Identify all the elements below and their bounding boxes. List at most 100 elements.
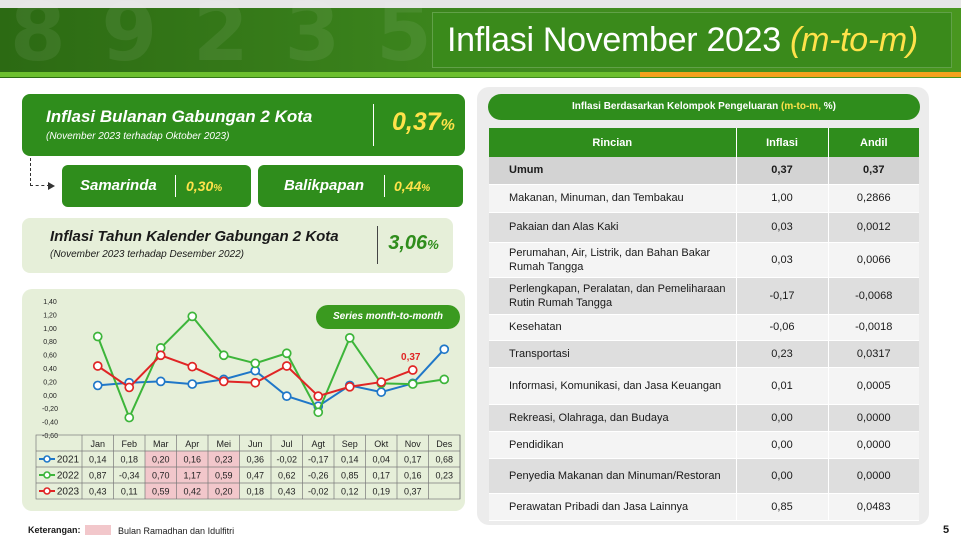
data-value: 0,17 — [404, 455, 422, 465]
row-name: Makanan, Minuman, dan Tembakau — [489, 184, 737, 213]
data-value: 0,20 — [215, 487, 233, 497]
series-point — [250, 377, 261, 388]
data-value: 0,59 — [215, 471, 233, 481]
series-point — [218, 376, 229, 387]
row-inflasi: -0,06 — [736, 314, 829, 341]
row-andil: 0,37 — [828, 157, 919, 185]
series-point — [439, 344, 450, 355]
series-point — [281, 391, 292, 401]
table-title-main: Inflasi Berdasarkan Kelompok Pengeluaran — [572, 101, 781, 112]
header-top-edge — [0, 0, 961, 8]
header-line-orange — [640, 72, 961, 77]
series-point — [344, 332, 355, 343]
data-value: 0,17 — [372, 471, 390, 481]
series-point — [313, 407, 324, 418]
calendar-inflation-card: Inflasi Tahun Kalender Gabungan 2 Kota (… — [22, 218, 453, 273]
calendar-value: 3,06% — [376, 232, 451, 255]
series-point — [407, 365, 418, 375]
series-point — [281, 348, 292, 359]
data-value: 0,59 — [152, 487, 170, 497]
page-number: 5 — [943, 524, 950, 536]
data-value: 0,18 — [120, 455, 138, 465]
x-tick-label: Jan — [90, 439, 105, 449]
data-value: 0,16 — [183, 455, 201, 465]
data-value: 0,42 — [183, 487, 201, 497]
table-row: Perumahan, Air, Listrik, dan Bahan Bakar… — [489, 242, 919, 278]
series-point — [281, 361, 292, 371]
series-point — [124, 382, 135, 393]
data-value: 0,85 — [341, 471, 359, 481]
city-name: Balikpapan — [284, 177, 365, 194]
table-row: Perlengkapan, Peralatan, dan Pemeliharaa… — [489, 277, 919, 315]
row-inflasi: 0,03 — [736, 212, 829, 243]
highlight-cell — [208, 451, 240, 499]
table-row: Transportasi 0,23 0,0317 — [489, 340, 919, 368]
city-value-number: 0,30 — [186, 178, 214, 194]
monthly-value-number: 0,37 — [392, 108, 441, 136]
series-point — [187, 361, 198, 372]
city-card-samarinda: Samarinda 0,30% — [62, 165, 251, 207]
legend-swatch — [85, 525, 111, 535]
row-inflasi: 0,85 — [736, 493, 829, 521]
row-andil: -0,0018 — [828, 314, 919, 341]
row-andil: 0,0066 — [828, 242, 919, 278]
data-value: 0,16 — [404, 471, 422, 481]
row-inflasi: -0,17 — [736, 277, 829, 315]
y-tick-label: 1,00 — [43, 326, 57, 333]
table-header-row: Rincian Inflasi Andil — [489, 128, 919, 157]
data-value: -0,02 — [276, 455, 297, 465]
series-point — [250, 358, 261, 369]
series-point — [92, 380, 103, 391]
y-tick-label: 0,20 — [43, 379, 57, 386]
row-inflasi: 0,00 — [736, 404, 829, 432]
series-point — [313, 391, 324, 401]
calendar-title: Inflasi Tahun Kalender Gabungan 2 Kota — [50, 228, 339, 245]
x-tick-label: Sep — [342, 439, 358, 449]
series-point — [187, 311, 198, 322]
x-tick-label: Apr — [185, 439, 199, 449]
row-name: Kesehatan — [489, 314, 737, 341]
row-name: Pendidikan — [489, 431, 737, 459]
row-inflasi: 0,00 — [736, 431, 829, 459]
x-tick-label: Mei — [216, 439, 231, 449]
row-inflasi: 0,01 — [736, 367, 829, 405]
header-andil: Andil — [828, 128, 919, 157]
header-decoration: 8 9 2 3 5 — [10, 0, 436, 78]
row-andil: 0,2866 — [828, 184, 919, 213]
row-andil: 0,0000 — [828, 404, 919, 432]
series-point — [124, 412, 135, 423]
data-value: 0,62 — [278, 471, 296, 481]
table-title: Inflasi Berdasarkan Kelompok Pengeluaran… — [488, 94, 920, 120]
row-inflasi: 0,03 — [736, 242, 829, 278]
connector-line — [30, 158, 50, 186]
series-point — [376, 387, 387, 397]
header-rincian: Rincian — [489, 128, 737, 157]
row-name: Perlengkapan, Peralatan, dan Pemeliharaa… — [489, 277, 737, 315]
x-tick-label: Des — [436, 439, 453, 449]
row-andil: 0,0483 — [828, 493, 919, 521]
data-value: 0,18 — [246, 487, 264, 497]
series-point — [155, 376, 166, 387]
row-andil: 0,0005 — [828, 367, 919, 405]
legend-marker — [43, 487, 51, 495]
city-divider — [384, 175, 385, 197]
legend-text: Bulan Ramadhan dan Idulfitri — [118, 526, 235, 536]
expenditure-table: Rincian Inflasi Andil Umum 0,37 0,37 Makana… — [489, 128, 919, 521]
data-value: -0,26 — [308, 471, 329, 481]
table-row: Informasi, Komunikasi, dan Jasa Keuangan… — [489, 367, 919, 405]
x-tick-label: Okt — [374, 439, 389, 449]
data-value: 0,04 — [372, 455, 390, 465]
calendar-subtitle: (November 2023 terhadap Desember 2022) — [50, 249, 244, 260]
row-andil: 0,0012 — [828, 212, 919, 243]
data-value: 0,68 — [435, 455, 453, 465]
y-tick-label: -0,60 — [42, 433, 58, 440]
monthly-inflation-card: Inflasi Bulanan Gabungan 2 Kota (Novembe… — [22, 94, 465, 156]
data-value: -0,17 — [308, 455, 329, 465]
highlight-cell — [176, 451, 208, 499]
table-row: Rekreasi, Olahraga, dan Budaya 0,00 0,0000 — [489, 404, 919, 432]
row-name: Penyedia Makanan dan Minuman/Restoran — [489, 458, 737, 494]
data-value: 0,23 — [435, 471, 453, 481]
data-value: -0,34 — [119, 471, 140, 481]
legend-marker — [43, 471, 51, 479]
